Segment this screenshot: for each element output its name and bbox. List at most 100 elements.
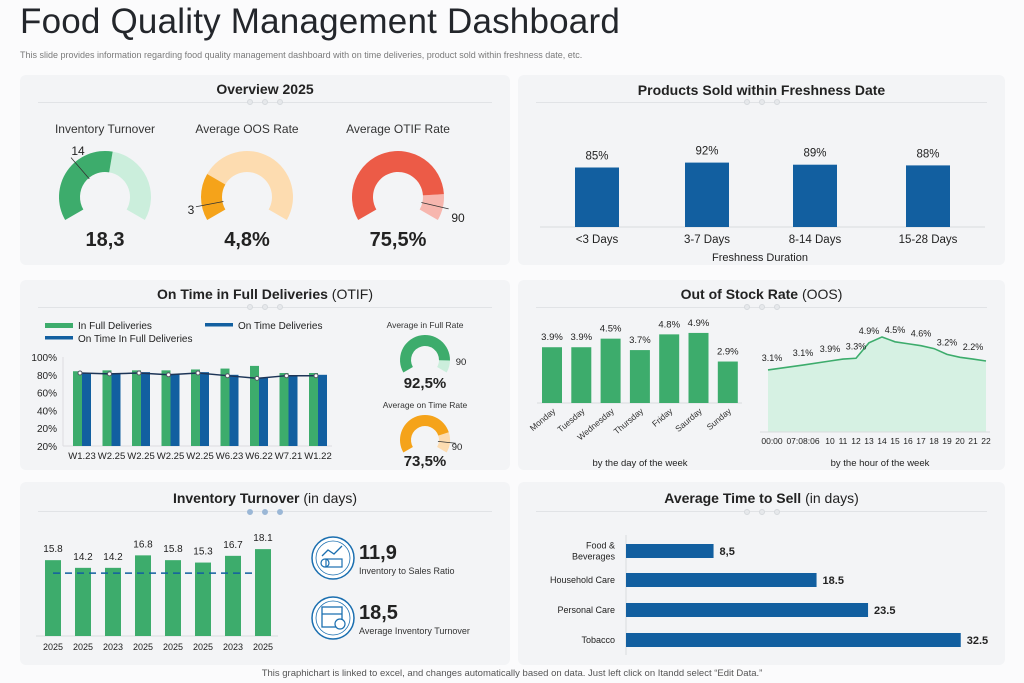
icon-ring: [311, 536, 355, 580]
legend-label: In Full Deliveries: [78, 321, 152, 332]
bar: [906, 165, 950, 227]
data-label: 92%: [695, 146, 718, 158]
x-tick-label: W2.25: [98, 451, 125, 462]
panel-title: Average Time to Sell (in days): [664, 490, 859, 506]
coin-glyph: [334, 618, 346, 630]
bar-on-time: [200, 372, 209, 446]
data-label: 2.2%: [963, 342, 984, 352]
x-tick-label: Saurday: [673, 405, 704, 433]
data-label: 3.2%: [937, 337, 958, 347]
bar: [626, 633, 961, 647]
bar: [575, 167, 619, 227]
bar: [685, 162, 729, 227]
bar-on-time: [259, 377, 268, 446]
bar-in-full: [73, 371, 82, 446]
sales-ratio-chart-icon: [311, 536, 355, 580]
data-label: 23.5: [874, 605, 895, 617]
gauge-value: 92,5%: [404, 375, 447, 392]
inventory-calculator-icon: [311, 596, 355, 640]
bar: [135, 555, 151, 636]
x-tick-label: 10: [825, 436, 835, 446]
y-tick-label: 60%: [37, 389, 57, 400]
data-label: 88%: [916, 148, 939, 160]
data-label: 16.8: [133, 539, 153, 550]
bar-in-full: [220, 368, 230, 446]
pager-dots: [743, 304, 780, 310]
bar: [626, 603, 869, 617]
x-tick-label: 15-28 Days: [899, 234, 958, 246]
gauge-marker-label: 90: [456, 357, 467, 368]
bar-on-time: [318, 374, 327, 446]
data-label: 18.1: [253, 533, 273, 544]
gauge-fill: [351, 150, 444, 220]
bar-in-full: [191, 369, 200, 446]
kpi-label: Average Inventory Turnover: [359, 626, 470, 636]
bar-on-time: [288, 375, 298, 446]
x-tick-label: W2.25: [127, 451, 154, 462]
x-tick-label: 2025: [73, 642, 93, 652]
gauge-fill: [399, 414, 449, 453]
bar: [571, 347, 592, 403]
data-label: 2.9%: [717, 347, 739, 358]
icon-ring-inner: [315, 540, 351, 576]
y-tick-label: Food &: [586, 541, 615, 551]
gauge-fill: [399, 335, 450, 373]
x-tick-label: 22: [981, 436, 991, 446]
gauge-label: Average in Full Rate: [387, 320, 464, 330]
data-label: 14.2: [73, 552, 93, 563]
bar: [75, 567, 91, 636]
data-label: 3.9%: [541, 332, 563, 343]
x-tick-label: 13: [864, 436, 874, 446]
bar-in-full: [132, 370, 141, 446]
data-label: 18.5: [823, 575, 844, 587]
x-axis-label: by the day of the week: [592, 458, 687, 469]
panel-title: On Time in Full Deliveries (OTIF): [156, 286, 373, 302]
data-label: 3.3%: [846, 341, 867, 351]
y-tick-label: Household Care: [550, 575, 615, 585]
bar-on-time: [229, 374, 239, 446]
data-label: 16.7: [223, 540, 243, 551]
panel-title: Products Sold within Freshness Date: [637, 82, 886, 98]
gauge-fill: [200, 174, 226, 220]
data-label: 14.2: [103, 552, 123, 563]
gauge-label: Inventory Turnover: [55, 122, 155, 136]
panel-title: Overview 2025: [216, 81, 314, 97]
x-tick-label: 18: [929, 436, 939, 446]
legend-swatch: [45, 323, 73, 328]
gauge-track: [437, 432, 450, 453]
calculator-glyph: [321, 606, 343, 628]
x-tick-label: W1.22: [304, 451, 331, 462]
area-fill: [768, 336, 986, 432]
legend-label: On Time Deliveries: [238, 321, 322, 332]
bar-on-time: [111, 373, 121, 446]
trend-glyph: [321, 545, 343, 557]
gauge-marker-label: 14: [71, 144, 85, 158]
x-tick-label: 2025: [193, 642, 213, 652]
bar-in-full: [102, 370, 112, 446]
y-tick-label: Personal Care: [557, 605, 615, 615]
gauge-track: [419, 194, 445, 220]
gauge-label: Average on Time Rate: [383, 400, 468, 410]
gauge-fill: [58, 150, 113, 220]
gauge-marker: [70, 157, 90, 180]
pager-dots: [247, 304, 283, 310]
gauge-track: [109, 151, 152, 220]
bar-on-time: [170, 373, 180, 446]
data-label: 32.5: [967, 635, 988, 647]
otif-point: [284, 373, 289, 379]
data-label: 3.9%: [820, 344, 841, 354]
x-tick-label: W6.22: [245, 451, 272, 462]
legend-swatch: [205, 323, 233, 327]
kpi-value: 11,9: [359, 542, 397, 564]
pager-dots: [247, 99, 283, 105]
gauge-marker-label: 90: [451, 211, 465, 225]
x-tick-label: 2025: [253, 642, 273, 652]
bar-in-full: [161, 370, 171, 446]
gauge-marker: [421, 202, 449, 210]
otif-point: [254, 375, 260, 381]
gauge-track: [437, 360, 450, 373]
otif-point: [195, 370, 201, 376]
data-label: 15.3: [193, 547, 213, 558]
data-label: 15.8: [163, 544, 183, 555]
